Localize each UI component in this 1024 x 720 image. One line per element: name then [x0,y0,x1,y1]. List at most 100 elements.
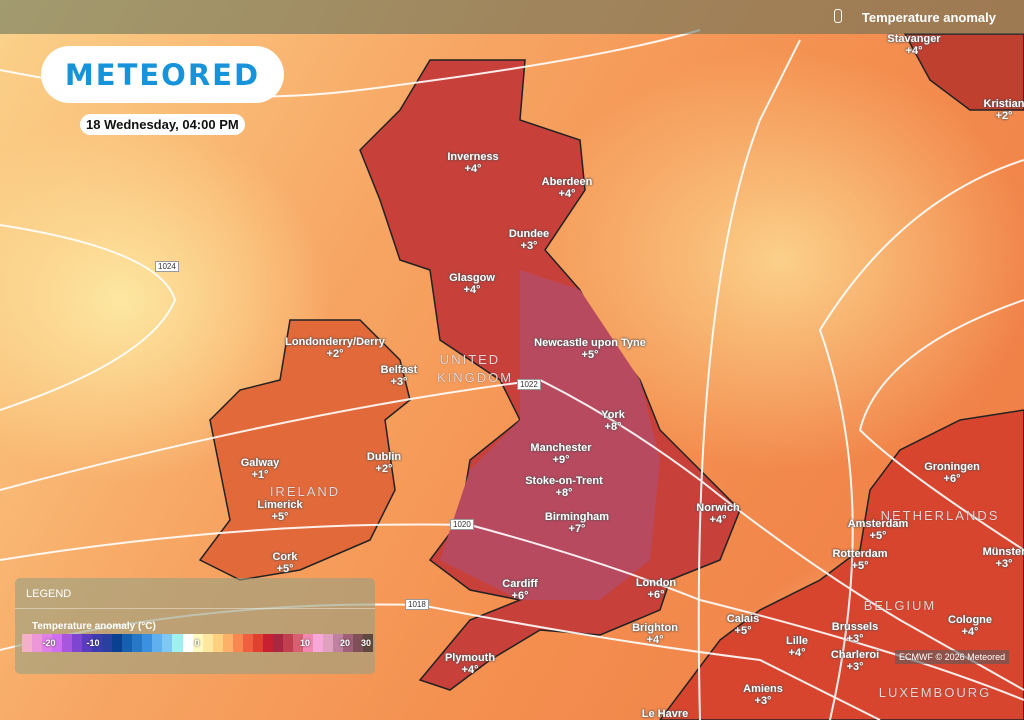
city-name: Aberdeen [541,176,593,188]
city-label: Lille +4° [786,635,808,659]
color-swatch [212,634,223,652]
isobar-label: 1022 [517,379,541,390]
color-swatch [92,634,103,652]
city-anomaly: +7° [568,523,586,535]
norway [903,33,1024,111]
legend-title: LEGEND [15,578,375,609]
city-label: Brighton +4° [632,622,678,646]
city-label: Stavanger +4° [887,33,940,57]
color-swatch [122,634,133,652]
city-label: Groningen +6° [924,461,980,485]
color-swatch [72,634,83,652]
city-label: York +8° [601,409,625,433]
city-name: London [635,577,677,589]
city-anomaly: +6° [511,590,529,602]
city-label: Amsterdam +5° [848,518,909,542]
tick: -20 [42,638,56,648]
city-name: Dundee [508,228,550,240]
city-label: Cork +5° [272,551,297,575]
city-anomaly: +5° [869,530,887,542]
color-swatch [52,634,63,652]
city-anomaly: +4° [464,163,482,175]
city-label: Inverness +4° [447,151,498,175]
color-swatch [82,634,93,652]
color-swatch [112,634,123,652]
city-name: Brighton [632,622,678,634]
city-name: Calais [726,613,760,625]
city-anomaly: +3° [846,633,864,645]
country-label: IRELAND [269,484,341,499]
city-name: Stoke-on-Trent [525,475,603,487]
tick: 10 [299,638,311,648]
isobar-label: 1018 [405,599,429,610]
city-label: Manchester +9° [530,442,591,466]
city-label: Amiens +3° [743,683,783,707]
city-anomaly: +4° [463,284,481,296]
color-swatch [272,634,283,652]
city-label: Galway +1° [241,457,280,481]
color-swatch [172,634,183,652]
city-name: Dublin [366,451,402,463]
city-anomaly: +2° [375,463,393,475]
color-swatch [262,634,273,652]
color-swatch [292,634,303,652]
city-anomaly: +3° [846,661,864,673]
city-anomaly: +6° [647,589,665,601]
city-anomaly: +5° [276,563,294,575]
city-label: Kristian +2° [984,98,1024,122]
legend-subtitle: Temperature anomaly (°C) [32,621,156,632]
layer-title: Temperature anomaly [861,10,996,25]
city-label: Birmingham +7° [545,511,609,535]
color-swatch [332,634,343,652]
city-anomaly: +4° [905,45,923,57]
city-label: Brussels +3° [832,621,878,645]
color-swatch [22,634,33,652]
country-label: UNITED [439,352,501,367]
ireland [198,319,411,581]
city-label: Plymouth +4° [445,652,495,676]
city-anomaly: +5° [734,625,752,637]
city-label: Cardiff +6° [502,578,537,602]
thermometer-icon [834,9,842,23]
city-name: Rotterdam [832,548,888,560]
city-name: Norwich [696,502,740,514]
city-anomaly: +5° [851,560,869,572]
england-wales-hot [440,270,660,600]
color-swatch [142,634,153,652]
country-label: KINGDOM [436,370,514,385]
city-name: Birmingham [544,511,610,523]
city-name: Amsterdam [847,518,909,530]
tick: 20 [339,638,351,648]
tick: 30 [360,638,372,648]
city-name: Le Havre [641,708,689,720]
color-swatch [232,634,243,652]
city-name: Manchester [530,442,592,454]
city-anomaly: +5° [271,511,289,523]
city-anomaly: +2° [326,348,344,360]
city-label: Glasgow +4° [449,272,495,296]
city-label: Calais +5° [727,613,759,637]
city-anomaly: +3° [754,695,772,707]
color-swatch [182,634,193,652]
country-label: LUXEMBOURG [878,685,992,700]
city-name: Limerick [257,499,303,511]
color-swatch [242,634,253,652]
city-name: Cardiff [502,578,538,590]
color-scale [22,634,374,652]
city-anomaly: +4° [646,634,664,646]
meteored-logo[interactable]: METEORED [41,46,284,103]
isobar-label: 1020 [450,519,474,530]
color-swatch [162,634,173,652]
city-label: London +6° [636,577,676,601]
city-label: Münster +3° [983,546,1024,570]
isobar-label: 1024 [155,261,179,272]
city-anomaly: +4° [558,188,576,200]
color-swatch [222,634,233,652]
city-name: Amiens [743,683,783,695]
city-name: Stavanger [887,33,941,45]
city-label: Stoke-on-Trent +8° [525,475,603,499]
city-name: Kristian [983,98,1024,110]
city-label: Londonderry/Derry +2° [285,336,385,360]
city-anomaly: +6° [943,473,961,485]
